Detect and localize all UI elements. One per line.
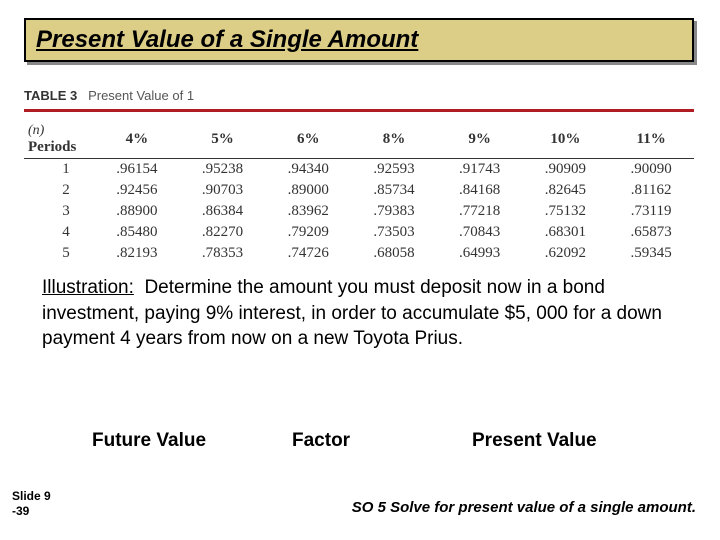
table-value-cell: .59345 <box>608 243 694 264</box>
table-value-cell: .74726 <box>265 243 351 264</box>
table-value-cell: .86384 <box>180 201 266 222</box>
illustration-body: Determine the amount you must deposit no… <box>42 277 662 349</box>
heading-present-value: Present Value <box>452 430 672 452</box>
table-period-cell: 5 <box>24 243 94 264</box>
slide-number: Slide 9 -39 <box>12 489 51 518</box>
table-value-cell: .82270 <box>180 222 266 243</box>
table-value-cell: .96154 <box>94 159 180 181</box>
table-period-cell: 2 <box>24 180 94 201</box>
table-value-cell: .88900 <box>94 201 180 222</box>
table-caption-text: Present Value of 1 <box>88 88 194 103</box>
table-row: 2 .92456 .90703 .89000 .85734 .84168 .82… <box>24 180 694 201</box>
table-value-cell: .92593 <box>351 159 437 181</box>
heading-future-value: Future Value <box>42 430 272 452</box>
table-n-label: (n) <box>28 123 44 138</box>
table-value-cell: .85734 <box>351 180 437 201</box>
table-value-cell: .70843 <box>437 222 523 243</box>
table-period-cell: 4 <box>24 222 94 243</box>
table-value-cell: .78353 <box>180 243 266 264</box>
table-value-cell: .90090 <box>608 159 694 181</box>
table-value-cell: .81162 <box>608 180 694 201</box>
table-value-cell: .68301 <box>523 222 609 243</box>
table-value-cell: .75132 <box>523 201 609 222</box>
slide-number-line2: -39 <box>12 504 29 518</box>
table-row: 3 .88900 .86384 .83962 .79383 .77218 .75… <box>24 201 694 222</box>
table-caption-label: TABLE 3 <box>24 88 77 103</box>
table-value-cell: .73503 <box>351 222 437 243</box>
table-period-cell: 3 <box>24 201 94 222</box>
pv-table-region: TABLE 3 Present Value of 1 (n) Periods 4… <box>24 88 694 264</box>
footer-note: SO 5 Solve for present value of a single… <box>352 499 696 516</box>
table-row: 5 .82193 .78353 .74726 .68058 .64993 .62… <box>24 243 694 264</box>
table-value-cell: .79383 <box>351 201 437 222</box>
column-headings: Future Value Factor Present Value <box>42 430 672 452</box>
table-value-cell: .77218 <box>437 201 523 222</box>
table-value-cell: .91743 <box>437 159 523 181</box>
table-periods-header: (n) Periods <box>24 120 94 159</box>
title-box: Present Value of a Single Amount <box>24 18 694 62</box>
table-rate-header: 11% <box>608 120 694 159</box>
table-value-cell: .92456 <box>94 180 180 201</box>
page-title: Present Value of a Single Amount <box>36 26 418 54</box>
table-value-cell: .82645 <box>523 180 609 201</box>
table-periods-label: Periods <box>28 139 76 155</box>
illustration-label: Illustration: <box>42 277 134 298</box>
table-row: 1 .96154 .95238 .94340 .92593 .91743 .90… <box>24 159 694 181</box>
table-rate-header: 5% <box>180 120 266 159</box>
table-rate-header: 4% <box>94 120 180 159</box>
table-value-cell: .65873 <box>608 222 694 243</box>
table-value-cell: .62092 <box>523 243 609 264</box>
table-rate-header: 10% <box>523 120 609 159</box>
table-value-cell: .90703 <box>180 180 266 201</box>
pv-table-body: 1 .96154 .95238 .94340 .92593 .91743 .90… <box>24 159 694 265</box>
table-rate-header: 6% <box>265 120 351 159</box>
table-value-cell: .73119 <box>608 201 694 222</box>
table-value-cell: .79209 <box>265 222 351 243</box>
table-period-cell: 1 <box>24 159 94 181</box>
table-value-cell: .90909 <box>523 159 609 181</box>
table-value-cell: .89000 <box>265 180 351 201</box>
table-rate-header: 8% <box>351 120 437 159</box>
table-row: 4 .85480 .82270 .79209 .73503 .70843 .68… <box>24 222 694 243</box>
table-value-cell: .82193 <box>94 243 180 264</box>
heading-factor: Factor <box>272 430 452 452</box>
table-value-cell: .64993 <box>437 243 523 264</box>
table-red-rule <box>24 109 694 112</box>
illustration-text: Illustration: Determine the amount you m… <box>42 275 672 352</box>
table-rate-header: 9% <box>437 120 523 159</box>
slide-number-line1: Slide 9 <box>12 489 51 503</box>
table-value-cell: .68058 <box>351 243 437 264</box>
table-value-cell: .84168 <box>437 180 523 201</box>
table-caption: TABLE 3 Present Value of 1 <box>24 88 694 103</box>
table-value-cell: .94340 <box>265 159 351 181</box>
pv-table: (n) Periods 4% 5% 6% 8% 9% 10% 11% 1 .96… <box>24 120 694 264</box>
table-value-cell: .83962 <box>265 201 351 222</box>
table-value-cell: .95238 <box>180 159 266 181</box>
table-value-cell: .85480 <box>94 222 180 243</box>
